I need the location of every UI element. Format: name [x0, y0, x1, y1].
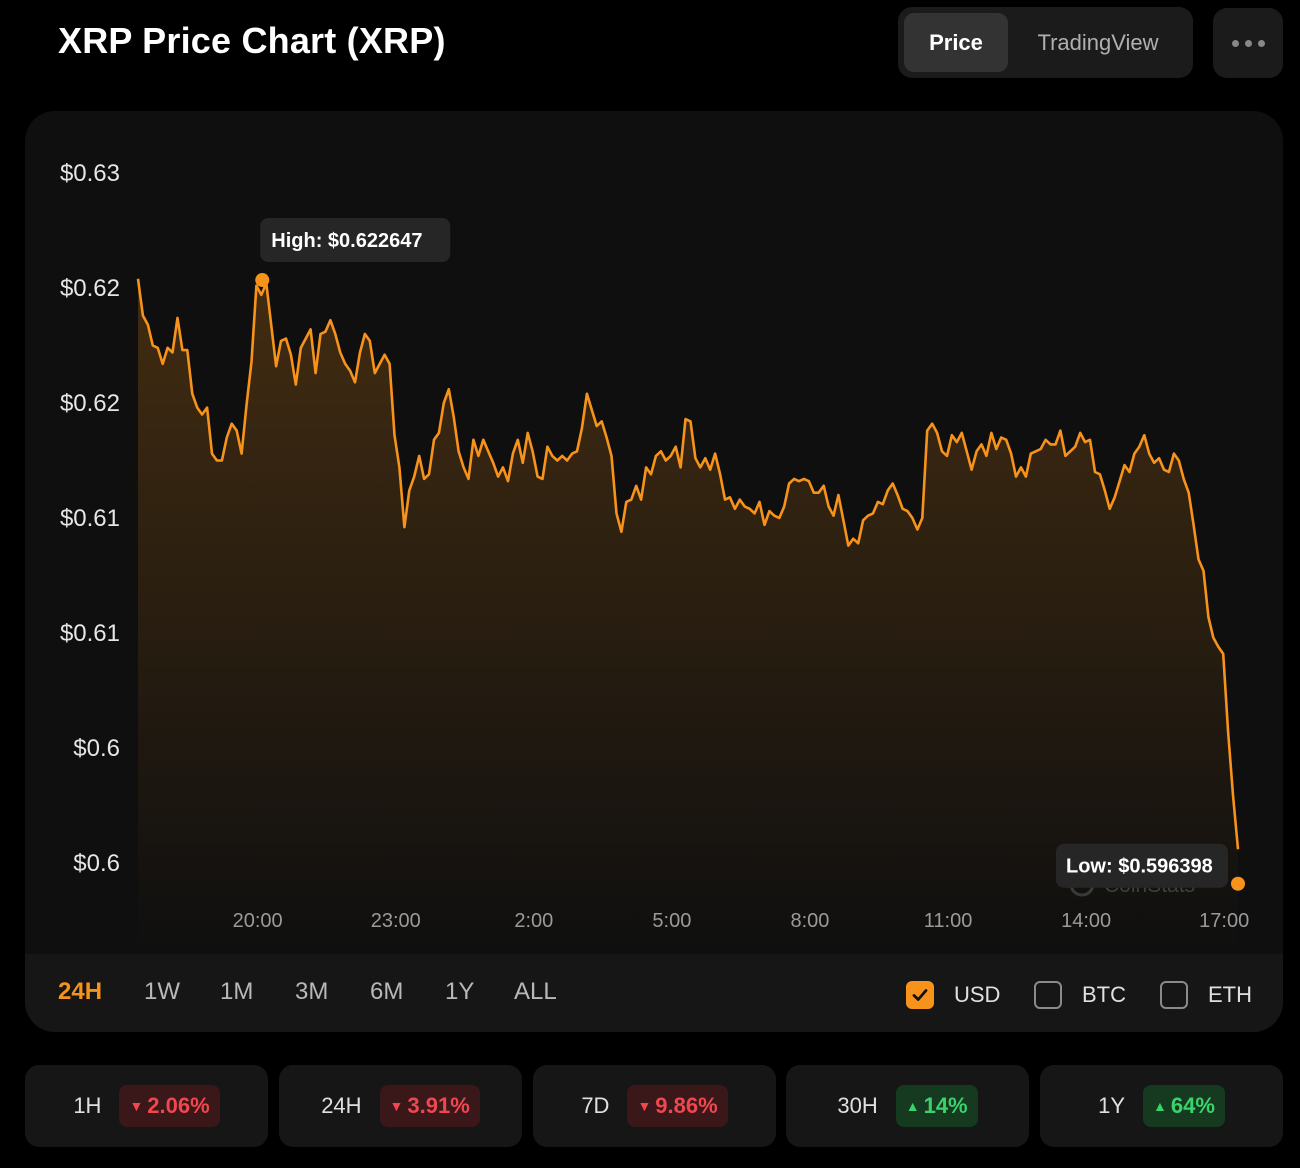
y-tick-label: $0.61: [60, 505, 120, 532]
stat-card-24h: 24H ▼ 3.91%: [279, 1065, 522, 1147]
high-marker: High: $0.622647: [255, 218, 451, 288]
change-badge: ▼ 9.86%: [627, 1085, 728, 1127]
stat-card-30h: 30H ▲ 14%: [786, 1065, 1029, 1147]
more-options-button[interactable]: [1213, 8, 1283, 78]
price-area-fill: [138, 278, 1238, 954]
low-point: [1231, 876, 1245, 891]
btc-checkbox[interactable]: [1034, 981, 1062, 1009]
change-value: 3.91%: [407, 1093, 470, 1118]
range-bar: 24H 1W 1M 3M 6M 1Y ALL USD BTC ETH: [25, 954, 1283, 1032]
change-value: 64%: [1170, 1093, 1215, 1118]
change-badge: ▲ 14%: [895, 1085, 978, 1127]
more-dots-icon: [1244, 39, 1252, 47]
change-badge: ▼ 2.06%: [119, 1085, 220, 1127]
usd-label: USD: [954, 982, 1001, 1007]
high-tooltip: [260, 218, 451, 263]
stat-label: 30H: [837, 1093, 878, 1118]
arrow-icon: ▲: [1153, 1098, 1167, 1114]
currency-eth-option[interactable]: ETH: [1160, 981, 1252, 1009]
stat-card-1y: 1Y ▲ 64%: [1040, 1065, 1283, 1147]
high-point: [255, 273, 270, 288]
arrow-icon: ▲: [905, 1098, 920, 1114]
range-3m[interactable]: 3M: [295, 978, 329, 1005]
change-value: 2.06%: [147, 1093, 210, 1118]
stat-card-7d: 7D ▼ 9.86%: [533, 1065, 776, 1147]
y-tick-label: $0.6: [73, 850, 120, 877]
more-dots-icon: [1231, 39, 1239, 47]
price-chart[interactable]: $0.63$0.62$0.62$0.61$0.61$0.6$0.6 20:002…: [25, 111, 1283, 954]
y-tick-label: $0.6: [73, 735, 120, 762]
y-tick-label: $0.62: [60, 275, 120, 302]
stat-label: 1H: [73, 1093, 102, 1118]
y-tick-label: $0.61: [60, 620, 120, 647]
range-all[interactable]: ALL: [514, 978, 557, 1005]
eth-label: ETH: [1208, 982, 1252, 1007]
price-chart-card: $0.63$0.62$0.62$0.61$0.61$0.6$0.6 20:002…: [25, 111, 1283, 1032]
usd-checkbox[interactable]: [906, 981, 934, 1009]
check-icon: [912, 989, 928, 1001]
currency-btc-option[interactable]: BTC: [1034, 981, 1126, 1009]
arrow-icon: ▼: [389, 1098, 404, 1114]
tab-price[interactable]: Price: [904, 13, 1008, 72]
tab-tradingview[interactable]: TradingView: [1037, 29, 1159, 55]
eth-checkbox[interactable]: [1160, 981, 1188, 1009]
arrow-icon: ▼: [129, 1098, 144, 1114]
range-6m[interactable]: 6M: [370, 978, 404, 1005]
low-label: Low: $0.596398: [1066, 856, 1213, 878]
price-line: [136, 278, 1240, 850]
btc-label: BTC: [1082, 982, 1126, 1007]
range-1y[interactable]: 1Y: [445, 978, 475, 1005]
currency-usd-option[interactable]: USD: [906, 981, 1000, 1009]
stat-label: 1Y: [1098, 1093, 1125, 1118]
low-tooltip: [1056, 843, 1228, 888]
arrow-icon: ▼: [637, 1098, 652, 1114]
stat-card-1h: 1H ▼ 2.06%: [25, 1065, 268, 1147]
stat-label: 7D: [581, 1093, 610, 1118]
low-marker: Low: $0.596398: [1056, 843, 1245, 891]
change-badge: ▲ 64%: [1143, 1085, 1225, 1127]
more-dots-icon: [1257, 39, 1265, 47]
range-1m[interactable]: 1M: [220, 978, 254, 1005]
range-1w[interactable]: 1W: [144, 978, 180, 1005]
y-tick-label: $0.63: [60, 160, 120, 187]
range-24h[interactable]: 24H: [58, 978, 103, 1005]
high-label: High: $0.622647: [271, 230, 422, 252]
y-tick-label: $0.62: [60, 390, 120, 417]
page-title: XRP Price Chart (XRP): [58, 20, 446, 61]
change-value: 9.86%: [655, 1093, 718, 1118]
change-value: 14%: [923, 1093, 968, 1118]
change-badge: ▼ 3.91%: [379, 1085, 480, 1127]
view-toggle: Price TradingView: [898, 7, 1193, 78]
stat-label: 24H: [321, 1093, 362, 1118]
